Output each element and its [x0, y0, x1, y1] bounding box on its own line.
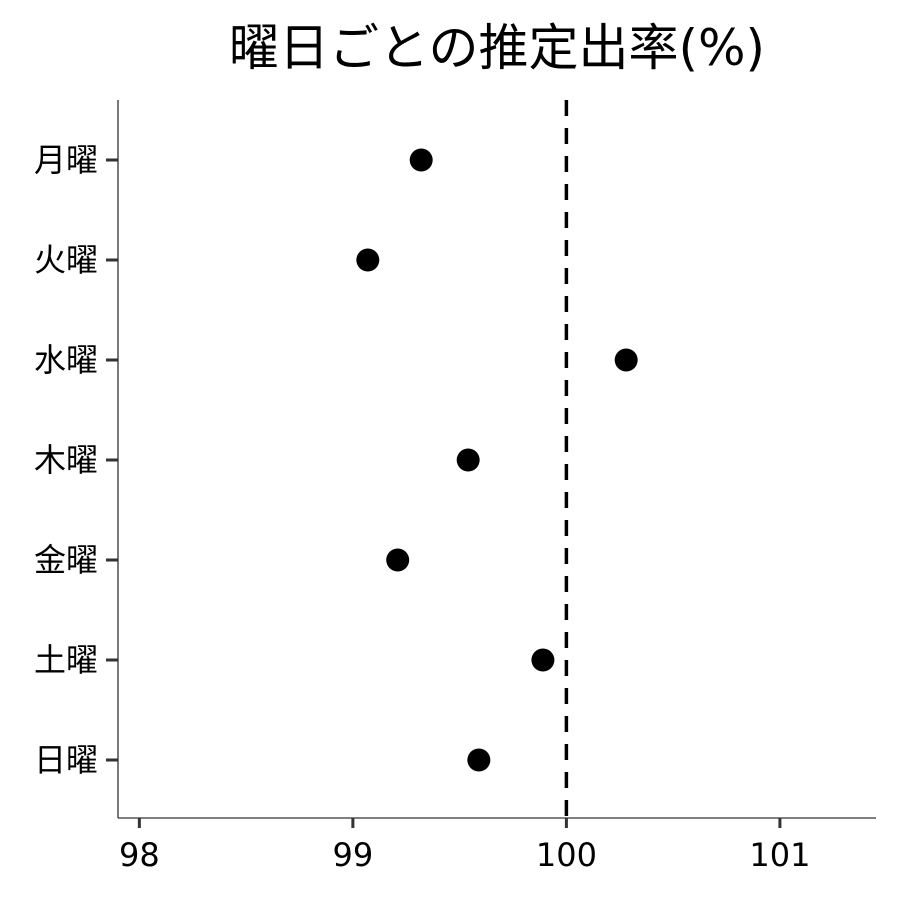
x-tick-label: 100	[536, 836, 597, 874]
data-point	[614, 348, 638, 372]
y-tick-label: 木曜	[34, 441, 98, 479]
x-tick-label: 98	[119, 836, 160, 874]
y-tick-label: 月曜	[34, 141, 98, 179]
y-tick-label: 金曜	[34, 541, 98, 579]
x-tick-label: 101	[749, 836, 810, 874]
data-point	[386, 548, 410, 572]
data-point	[456, 448, 480, 472]
y-tick-label: 日曜	[34, 741, 98, 779]
x-tick-label: 99	[333, 836, 374, 874]
y-tick-label: 火曜	[34, 241, 98, 279]
y-tick-label: 水曜	[34, 341, 98, 379]
data-point	[467, 748, 491, 772]
data-point	[356, 248, 380, 272]
data-point	[409, 148, 433, 172]
chart-title: 曜日ごとの推定出率(%)	[229, 19, 765, 77]
data-point	[531, 648, 555, 672]
y-tick-label: 土曜	[34, 641, 98, 679]
